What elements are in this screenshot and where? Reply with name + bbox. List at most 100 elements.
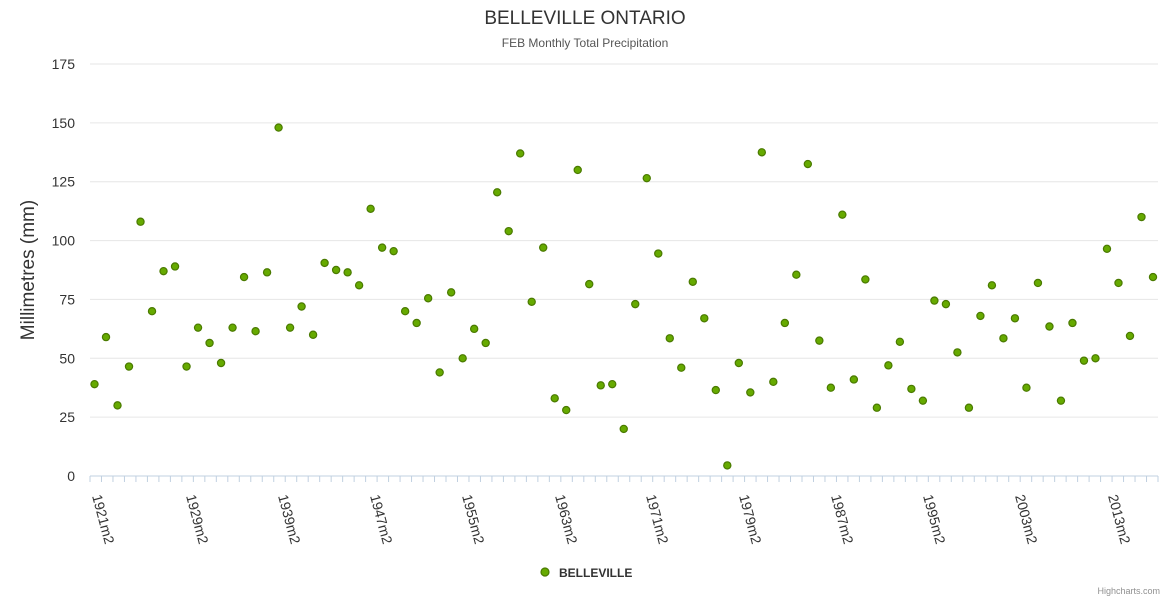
data-point[interactable] (941, 299, 951, 309)
data-point[interactable] (205, 338, 214, 348)
data-point[interactable] (527, 297, 536, 306)
data-point[interactable] (308, 330, 318, 339)
data-point[interactable] (861, 275, 870, 284)
data-point[interactable] (297, 302, 306, 311)
data-point[interactable] (711, 385, 720, 395)
data-point[interactable] (136, 217, 145, 226)
data-point[interactable] (608, 379, 617, 389)
data-point[interactable] (1022, 383, 1031, 392)
data-point[interactable] (723, 461, 732, 470)
data-point[interactable] (446, 288, 456, 297)
data-point[interactable] (803, 159, 813, 169)
legend-marker (540, 567, 550, 577)
legend[interactable]: BELLEVILLE (540, 566, 632, 580)
data-point[interactable] (435, 368, 444, 377)
data-point[interactable] (216, 358, 226, 368)
credits-link[interactable]: Highcharts.com (1097, 586, 1160, 596)
data-point[interactable] (826, 383, 836, 392)
data-point[interactable] (780, 318, 790, 328)
data-point[interactable] (654, 249, 663, 258)
data-point[interactable] (1045, 322, 1054, 331)
data-point[interactable] (1148, 272, 1158, 282)
data-point[interactable] (504, 226, 513, 236)
data-point[interactable] (907, 384, 916, 394)
data-point[interactable] (562, 405, 571, 415)
series-belleville[interactable] (90, 123, 1158, 470)
data-point[interactable] (757, 148, 767, 157)
data-point[interactable] (492, 188, 502, 197)
data-point[interactable] (262, 268, 272, 277)
data-point[interactable] (746, 388, 755, 397)
data-point[interactable] (469, 324, 479, 334)
data-point[interactable] (147, 307, 157, 316)
data-point[interactable] (239, 272, 249, 282)
data-point[interactable] (182, 362, 191, 371)
data-point[interactable] (1091, 354, 1100, 363)
data-point[interactable] (377, 243, 387, 252)
data-point[interactable] (585, 279, 594, 289)
data-point[interactable] (1137, 212, 1146, 222)
data-point[interactable] (1010, 314, 1020, 323)
data-point[interactable] (389, 246, 398, 256)
data-point[interactable] (815, 336, 824, 345)
data-point[interactable] (999, 334, 1008, 343)
data-point[interactable] (366, 204, 375, 213)
data-point[interactable] (331, 265, 341, 275)
data-point[interactable] (458, 354, 467, 363)
data-point[interactable] (849, 375, 859, 384)
data-point[interactable] (918, 396, 928, 405)
data-point[interactable] (895, 337, 905, 347)
data-point[interactable] (838, 210, 847, 219)
data-point[interactable] (700, 314, 709, 323)
data-point[interactable] (481, 338, 490, 348)
data-point[interactable] (320, 258, 329, 268)
data-point[interactable] (539, 243, 548, 252)
data-point[interactable] (516, 149, 525, 158)
data-point[interactable] (872, 403, 882, 412)
data-point[interactable] (930, 296, 939, 305)
data-point[interactable] (1056, 396, 1066, 405)
data-point[interactable] (884, 361, 893, 370)
data-point[interactable] (550, 394, 559, 403)
data-point[interactable] (987, 281, 997, 290)
data-point[interactable] (159, 266, 168, 276)
data-point[interactable] (400, 307, 410, 316)
data-point[interactable] (90, 379, 99, 389)
data-point[interactable] (688, 277, 697, 286)
legend-item-belleville[interactable]: BELLEVILLE (559, 566, 632, 580)
data-point[interactable] (976, 311, 985, 321)
data-point[interactable] (170, 262, 180, 271)
data-point[interactable] (113, 401, 122, 410)
data-point[interactable] (1102, 244, 1112, 254)
data-point[interactable] (423, 294, 433, 303)
data-point[interactable] (285, 323, 295, 332)
data-point[interactable] (193, 323, 203, 332)
data-point[interactable] (354, 281, 364, 290)
data-point[interactable] (1033, 278, 1043, 288)
data-point[interactable] (251, 327, 260, 336)
data-point[interactable] (953, 348, 962, 357)
data-point[interactable] (101, 332, 111, 342)
data-point[interactable] (642, 173, 651, 183)
data-point[interactable] (964, 403, 974, 412)
data-point[interactable] (619, 424, 628, 434)
data-point[interactable] (412, 318, 421, 328)
data-point[interactable] (573, 165, 582, 175)
data-point[interactable] (124, 362, 134, 371)
x-tick-label: 1995m2 (920, 493, 949, 546)
data-point[interactable] (1079, 356, 1089, 365)
data-point[interactable] (343, 268, 352, 277)
data-point[interactable] (792, 270, 801, 279)
data-point[interactable] (734, 358, 744, 368)
data-point[interactable] (1125, 331, 1135, 341)
data-point[interactable] (677, 363, 686, 372)
data-point[interactable] (769, 377, 778, 387)
data-point[interactable] (631, 299, 640, 309)
data-point[interactable] (228, 323, 237, 332)
data-point[interactable] (1114, 278, 1123, 288)
x-tick-label: 1929m2 (183, 493, 212, 546)
data-point[interactable] (274, 123, 283, 132)
data-point[interactable] (1068, 318, 1077, 328)
data-point[interactable] (665, 334, 674, 343)
data-point[interactable] (596, 381, 605, 390)
